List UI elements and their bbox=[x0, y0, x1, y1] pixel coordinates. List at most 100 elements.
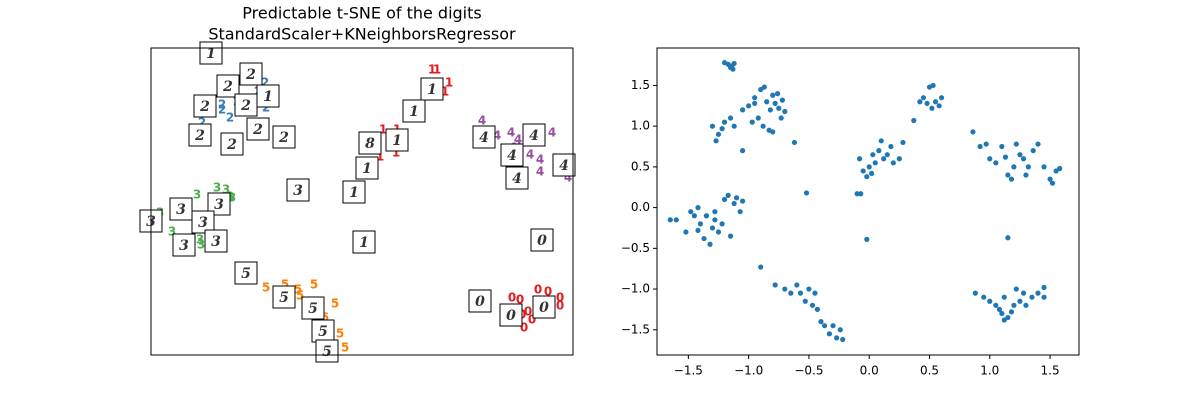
digit-thumbnail: 4 bbox=[472, 125, 496, 149]
point bbox=[712, 209, 718, 215]
point bbox=[752, 100, 758, 106]
digit-thumbnail: 2 bbox=[188, 123, 212, 147]
digit-marker: 4 bbox=[507, 126, 515, 140]
point bbox=[972, 290, 978, 296]
digit-thumbnail: 1 bbox=[355, 156, 379, 180]
point bbox=[740, 198, 746, 204]
point bbox=[803, 190, 810, 196]
point bbox=[826, 331, 833, 337]
digit-marker: 0 bbox=[524, 305, 532, 319]
point bbox=[884, 152, 890, 158]
x-tick-label: −1.5 bbox=[674, 364, 703, 378]
point bbox=[932, 99, 939, 105]
thumbnail-box bbox=[301, 296, 325, 320]
point bbox=[770, 92, 776, 98]
point bbox=[981, 294, 987, 300]
point bbox=[779, 97, 785, 103]
digit-marker: 1 bbox=[428, 63, 436, 77]
thumbnail-box bbox=[188, 123, 212, 147]
digit-marker: 2 bbox=[218, 98, 226, 112]
thumbnail-digit: 3 bbox=[293, 183, 303, 199]
digit-thumbnail: 5 bbox=[272, 285, 296, 309]
point bbox=[709, 225, 716, 231]
point bbox=[788, 290, 794, 296]
point bbox=[1020, 290, 1027, 296]
digit-thumbnail: 1 bbox=[199, 41, 223, 65]
point bbox=[840, 336, 846, 343]
thumbnail-digit: 2 bbox=[252, 122, 263, 138]
point bbox=[837, 327, 843, 333]
point bbox=[900, 139, 906, 146]
digit-marker: 4 bbox=[548, 126, 556, 140]
point bbox=[936, 103, 942, 109]
point bbox=[782, 286, 788, 292]
digit-thumbnail: 1 bbox=[385, 128, 409, 152]
point bbox=[1047, 176, 1053, 182]
digit-marker: 4 bbox=[536, 165, 544, 179]
thumbnail-digit: 0 bbox=[537, 233, 547, 249]
digit-marker: 1 bbox=[441, 85, 449, 99]
thumbnail-digit: 1 bbox=[362, 161, 372, 177]
thumbnail-digit: 0 bbox=[506, 308, 516, 324]
thumbnail-digit: 1 bbox=[392, 133, 402, 149]
thumbnail-box bbox=[420, 77, 444, 101]
digit-marker: 5 bbox=[321, 311, 329, 325]
thumbnail-box bbox=[522, 123, 546, 147]
point bbox=[929, 105, 935, 111]
thumbnail-digit: 5 bbox=[322, 344, 332, 360]
thumbnail-digit: 2 bbox=[222, 79, 233, 95]
point bbox=[730, 66, 736, 72]
thumbnail-box bbox=[532, 295, 556, 319]
thumbnail-box bbox=[204, 229, 228, 253]
point bbox=[830, 323, 836, 329]
digit-thumbnail: 2 bbox=[234, 93, 258, 117]
point bbox=[1017, 298, 1023, 304]
thumbnail-digit: 2 bbox=[226, 137, 237, 153]
point bbox=[876, 148, 882, 154]
thumbnail-box bbox=[207, 192, 231, 216]
digit-thumbnail: 0 bbox=[530, 228, 554, 252]
digit-thumbnail: 4 bbox=[500, 143, 524, 167]
thumbnail-digit: 0 bbox=[539, 300, 549, 316]
point bbox=[987, 156, 993, 162]
thumbnail-digit: 2 bbox=[278, 130, 289, 146]
point bbox=[778, 115, 784, 121]
digit-thumbnail: 3 bbox=[286, 178, 310, 202]
digit-thumbnail: 4 bbox=[552, 153, 576, 177]
digit-marker: 1 bbox=[379, 123, 387, 137]
point bbox=[761, 84, 767, 90]
point bbox=[1002, 154, 1009, 160]
point bbox=[791, 139, 798, 146]
chart-title: Predictable t-SNE of the digits bbox=[242, 4, 481, 23]
thumbnail-digit: 2 bbox=[194, 128, 205, 144]
point bbox=[707, 241, 713, 247]
point bbox=[977, 143, 983, 150]
thumbnail-box bbox=[530, 228, 554, 252]
point bbox=[938, 95, 945, 101]
point bbox=[1011, 302, 1017, 308]
point bbox=[869, 170, 875, 177]
point bbox=[1057, 165, 1063, 172]
point bbox=[740, 107, 746, 113]
thumbnail-digit: 2 bbox=[245, 67, 256, 83]
digit-marker: 2 bbox=[261, 76, 269, 90]
digit-thumbnail: 5 bbox=[311, 319, 335, 343]
digit-thumbnail: 3 bbox=[191, 210, 215, 234]
point bbox=[1041, 164, 1047, 170]
point bbox=[782, 108, 788, 115]
point bbox=[695, 205, 701, 211]
x-tick-label: −0.5 bbox=[794, 364, 823, 378]
point bbox=[1013, 286, 1019, 292]
point bbox=[970, 129, 976, 135]
thumbnail-digit: 8 bbox=[365, 136, 375, 152]
thumbnail-box bbox=[193, 94, 217, 118]
digit-thumbnail: 5 bbox=[301, 296, 325, 320]
digit-thumbnail: 2 bbox=[216, 74, 240, 98]
thumbnail-digit: 5 bbox=[241, 266, 251, 282]
point bbox=[930, 82, 936, 89]
digit-marker: 4 bbox=[526, 148, 534, 162]
digit-thumbnail: 2 bbox=[193, 94, 217, 118]
digit-thumbnail: 1 bbox=[402, 99, 426, 123]
point bbox=[888, 143, 894, 150]
